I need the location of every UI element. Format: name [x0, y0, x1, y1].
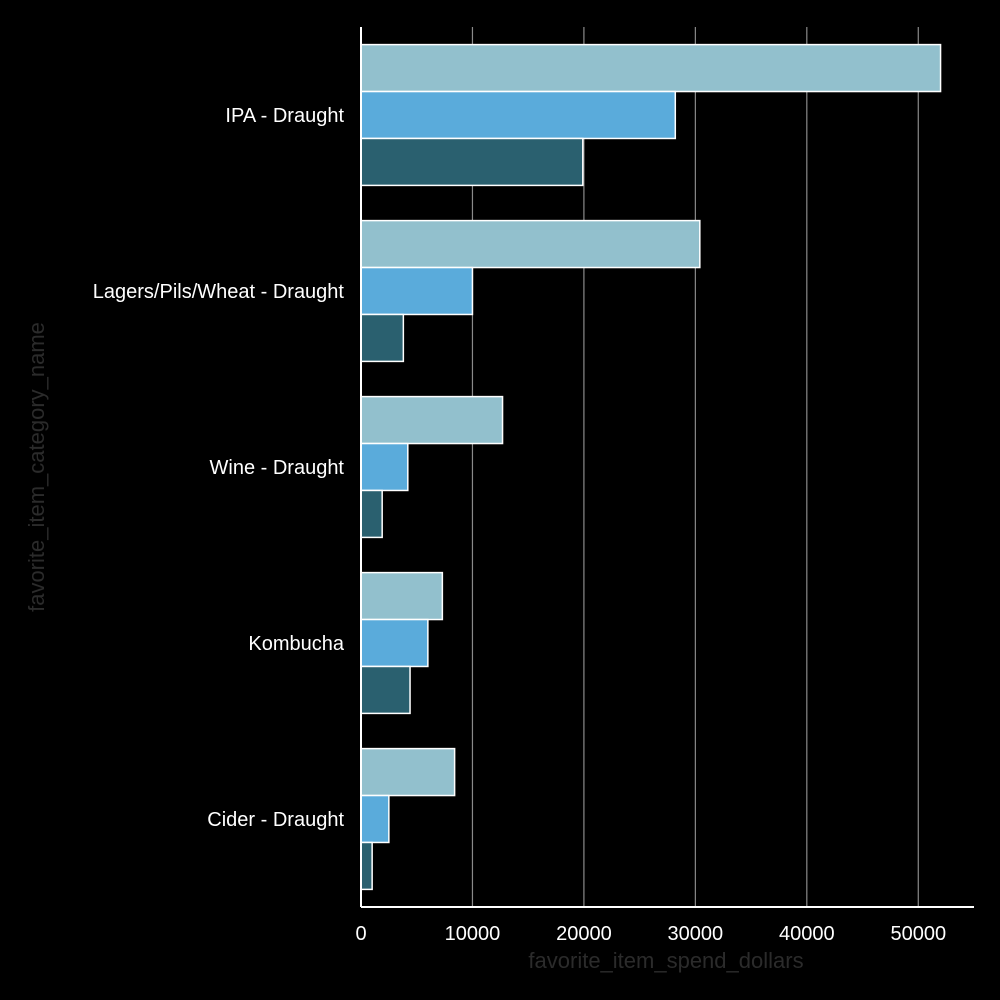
bar [360, 313, 405, 363]
bar [360, 571, 444, 621]
bar [360, 266, 474, 316]
x-tick-label: 40000 [779, 923, 835, 945]
bar [360, 794, 390, 844]
x-axis-title: favorite_item_spend_dollars [528, 948, 803, 973]
y-tick-label: Cider - Draught [207, 809, 344, 831]
bar [360, 747, 456, 797]
x-tick-label: 50000 [890, 923, 946, 945]
bars [360, 43, 942, 891]
x-tick-label: 10000 [445, 923, 501, 945]
bar [360, 395, 504, 445]
bar [360, 841, 373, 891]
bar [360, 43, 942, 93]
x-tick-labels: 0 10000 20000 30000 40000 50000 [355, 923, 946, 945]
y-tick-label: IPA - Draught [225, 105, 344, 127]
bar [360, 90, 677, 140]
x-tick-label: 30000 [668, 923, 724, 945]
bar [360, 137, 584, 187]
bar [360, 665, 411, 715]
bar [360, 618, 429, 668]
y-axis-title: favorite_item_category_name [24, 322, 49, 612]
bar [360, 442, 409, 492]
y-tick-label: Kombucha [248, 633, 344, 655]
bar [360, 489, 383, 539]
bar [360, 219, 701, 269]
y-tick-labels: IPA - Draught Lagers/Pils/Wheat - Draught… [93, 105, 345, 831]
x-tick-label: 20000 [556, 923, 612, 945]
x-tick-label: 0 [355, 923, 366, 945]
y-tick-label: Lagers/Pils/Wheat - Draught [93, 281, 345, 303]
y-tick-label: Wine - Draught [210, 457, 345, 479]
